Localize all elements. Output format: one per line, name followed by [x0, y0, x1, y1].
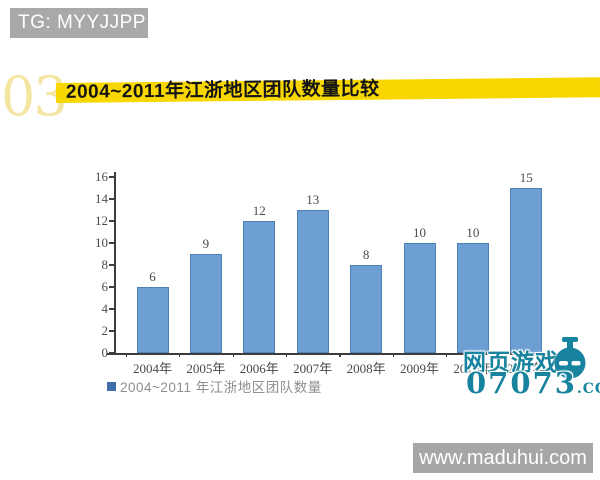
- tg-watermark-text: TG: MYYJJPP: [18, 12, 146, 33]
- bar-2005年: [189, 254, 222, 353]
- y-tick-mark: [109, 352, 115, 354]
- bomb-face-icon: [552, 336, 588, 385]
- x-tick-label: 2009年: [399, 361, 439, 376]
- x-tick-mark: [392, 353, 394, 357]
- x-tick-mark: [339, 353, 341, 357]
- bar-value-label: 12: [252, 203, 266, 218]
- bar-2004年: [136, 287, 169, 353]
- x-tick-label: 2004年: [132, 361, 172, 376]
- x-tick-label: 2006年: [239, 361, 279, 376]
- bar-2007年: [296, 210, 329, 353]
- bar-2010年: [456, 243, 489, 353]
- y-tick-mark: [109, 242, 115, 244]
- legend-marker-icon: [107, 381, 116, 391]
- y-axis-line: [114, 172, 116, 354]
- y-tick-label: 2: [101, 323, 109, 338]
- chart-legend: 2004~2011 年江浙地区团队数量: [107, 376, 322, 396]
- watermark-site-number: 07073: [466, 366, 577, 400]
- y-tick-mark: [109, 220, 115, 222]
- y-tick-label: 14: [95, 191, 108, 206]
- y-tick-mark: [109, 198, 115, 200]
- bar-2009年: [403, 243, 436, 353]
- footer-url: www.maduhui.com: [419, 447, 587, 469]
- bar-value-label: 10: [413, 225, 426, 240]
- x-tick-mark: [179, 353, 181, 357]
- y-tick-label: 12: [95, 213, 108, 228]
- x-tick-label: 2007年: [293, 361, 333, 376]
- y-tick-mark: [109, 330, 115, 332]
- watermark-site-tld: .COM: [576, 381, 600, 397]
- footer-url-bar: www.maduhui.com: [413, 443, 593, 473]
- x-tick-label: 2010年: [453, 361, 493, 376]
- bar-value-label: 6: [149, 269, 156, 284]
- legend-label: 2004~2011 年江浙地区团队数量: [120, 380, 322, 395]
- x-tick-mark: [446, 353, 448, 357]
- bar-value-label: 13: [306, 192, 320, 207]
- bar-value-label: 9: [202, 236, 210, 251]
- bar-2006年: [243, 221, 276, 353]
- x-tick-label: 2011年: [507, 361, 546, 376]
- y-tick-mark: [109, 264, 115, 266]
- watermark-brand-text: 网页游戏·: [463, 349, 568, 375]
- x-tick-mark: [553, 353, 555, 357]
- y-tick-mark: [109, 176, 115, 178]
- bar-value-label: 15: [519, 170, 533, 185]
- y-tick-label: 0: [101, 345, 109, 360]
- bar-2011年: [510, 188, 543, 353]
- bar-value-label: 8: [362, 247, 370, 262]
- x-tick-mark: [125, 353, 127, 357]
- bar-2008年: [350, 265, 383, 353]
- x-tick-mark: [499, 353, 501, 357]
- bar-value-label: 10: [466, 225, 480, 240]
- y-tick-label: 16: [95, 169, 108, 184]
- y-tick-label: 6: [101, 279, 109, 294]
- x-tick-mark: [232, 353, 234, 357]
- watermark-site-url: 07073.COM: [466, 366, 600, 400]
- x-tick-label: 2008年: [346, 361, 386, 376]
- y-tick-label: 4: [101, 301, 109, 316]
- y-tick-mark: [109, 286, 115, 288]
- y-tick-mark: [109, 308, 115, 310]
- x-tick-mark: [286, 353, 288, 357]
- y-tick-label: 10: [95, 235, 108, 250]
- x-tick-label: 2005年: [186, 361, 226, 376]
- x-axis-line: [107, 353, 557, 355]
- y-tick-label: 8: [101, 257, 109, 272]
- tg-watermark-bar: TG: MYYJJPP: [10, 8, 148, 38]
